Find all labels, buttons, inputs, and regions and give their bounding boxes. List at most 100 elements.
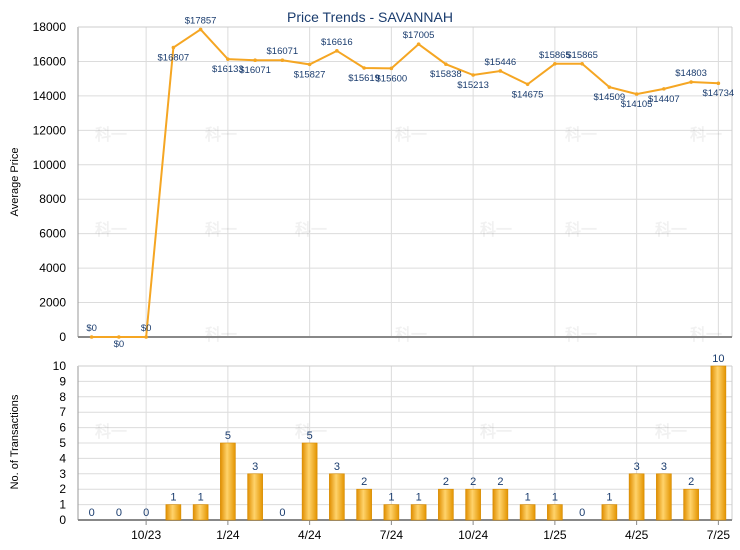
transactions-y-tick-label: 2 [59, 482, 66, 496]
transaction-bar [356, 488, 372, 521]
transactions-y-tick-label: 4 [59, 451, 66, 465]
price-y-tick-label: 6000 [39, 227, 66, 241]
transaction-bar-label: 0 [579, 507, 585, 519]
watermark-text: 科一 [205, 325, 237, 344]
x-tick-label: 1/24 [216, 528, 240, 542]
transaction-bar [301, 442, 318, 521]
watermark-text: 科一 [690, 125, 722, 144]
transaction-bar [329, 473, 345, 521]
transaction-bar [192, 504, 209, 521]
price-point-label: $15827 [294, 69, 326, 80]
price-point [89, 335, 94, 339]
transaction-bar-label: 2 [470, 476, 476, 488]
price-y-tick-label: 10000 [33, 158, 67, 172]
price-point [171, 45, 176, 50]
watermark-text: 科一 [565, 125, 597, 144]
price-y-tick-label: 14000 [33, 89, 67, 103]
watermark-text: 科一 [690, 325, 722, 344]
price-point [471, 73, 475, 77]
transaction-bar [710, 365, 727, 521]
price-point-label: $14407 [648, 94, 680, 105]
price-y-tick-label: 16000 [33, 54, 67, 68]
watermark-text: 科一 [295, 220, 327, 239]
transactions-y-tick-label: 0 [59, 513, 66, 527]
price-point [280, 58, 285, 63]
x-tick-label: 4/24 [298, 528, 322, 542]
transaction-bar-label: 1 [525, 492, 531, 504]
price-point-label: $17005 [403, 30, 435, 41]
price-point [662, 87, 666, 91]
transaction-bar [628, 473, 645, 521]
transaction-bar [601, 504, 618, 521]
watermark-text: 科一 [395, 125, 427, 144]
watermark-text: 科一 [565, 325, 597, 344]
price-point [362, 66, 366, 70]
price-y-tick-label: 12000 [33, 123, 67, 137]
transaction-bar [656, 473, 672, 521]
watermark-text: 科一 [395, 325, 427, 344]
x-tick-label: 10/24 [458, 528, 488, 542]
price-point-label: $0 [114, 339, 125, 350]
price-point [716, 81, 721, 86]
price-point-label: $16133 [212, 64, 244, 75]
price-point-label: $16807 [158, 53, 190, 64]
price-y-tick-label: 0 [59, 330, 66, 344]
price-y-tick-label: 18000 [33, 20, 67, 34]
transaction-bar [683, 488, 699, 521]
transaction-bar-label: 3 [634, 461, 640, 473]
price-point-label: $16071 [239, 65, 271, 76]
transactions-y-tick-label: 1 [59, 498, 66, 512]
price-point [580, 61, 584, 66]
transactions-y-tick-label: 8 [59, 390, 66, 404]
transactions-y-tick-label: 9 [59, 374, 66, 388]
x-tick-label: 1/25 [543, 528, 567, 542]
transaction-bar [519, 504, 536, 521]
price-point [307, 62, 312, 67]
transactions-y-tick-label: 3 [59, 467, 66, 481]
price-y-tick-label: 4000 [39, 261, 66, 275]
transaction-bar-label: 1 [606, 492, 612, 504]
transactions-y-tick-label: 7 [59, 405, 66, 419]
price-point-label: $16071 [267, 46, 299, 57]
price-point-label: $16616 [321, 37, 353, 48]
watermark-text: 科一 [565, 220, 597, 239]
transaction-bar-label: 5 [307, 430, 313, 442]
price-point [634, 92, 639, 96]
price-point-label: $15865 [566, 50, 598, 61]
transaction-bar [492, 488, 509, 521]
price-point-label: $15619 [348, 73, 380, 84]
transaction-bar [383, 504, 400, 521]
watermark-text: 科一 [480, 422, 512, 441]
price-point-label: $14734 [703, 88, 735, 99]
transaction-bar-label: 1 [170, 492, 176, 504]
transaction-bar-label: 2 [497, 476, 503, 488]
transaction-bar [547, 504, 563, 521]
watermark-text: 科一 [95, 220, 127, 239]
transaction-bar-label: 10 [712, 353, 724, 365]
chart-title: Price Trends - SAVANNAH [287, 9, 453, 25]
x-tick-label: 7/25 [707, 528, 731, 542]
price-point [607, 85, 612, 89]
transaction-bar-label: 3 [252, 461, 258, 473]
transaction-bar-label: 0 [143, 507, 149, 519]
transaction-bar [165, 504, 182, 521]
watermark-text: 科一 [655, 220, 687, 239]
price-point-label: $15600 [376, 73, 408, 84]
price-y-tick-label: 8000 [39, 192, 66, 206]
watermark-text: 科一 [95, 422, 127, 441]
transaction-bar [247, 473, 263, 521]
transaction-bar-label: 0 [89, 507, 95, 519]
transaction-bar-label: 1 [388, 492, 394, 504]
transaction-bar-label: 1 [416, 492, 422, 504]
transaction-bar-label: 1 [198, 492, 204, 504]
price-point-label: $0 [141, 323, 152, 334]
price-point-label: $14803 [675, 68, 707, 79]
watermark-text: 科一 [205, 220, 237, 239]
price-point-label: $14105 [621, 99, 653, 110]
price-point [144, 335, 148, 339]
price-point [444, 62, 448, 67]
transaction-bar-label: 3 [661, 461, 667, 473]
price-point [198, 27, 203, 32]
